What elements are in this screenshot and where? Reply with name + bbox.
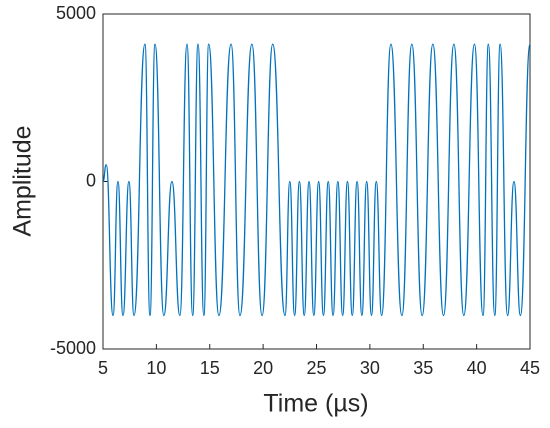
x-tick-label: 20 xyxy=(253,358,273,378)
y-axis-label: Amplitude xyxy=(9,125,37,236)
y-tick-label: 5000 xyxy=(56,3,96,23)
y-tick-label: -5000 xyxy=(50,338,96,358)
x-tick-label: 45 xyxy=(520,358,540,378)
x-tick-label: 40 xyxy=(467,358,487,378)
line-series xyxy=(102,43,531,317)
x-tick-label: 35 xyxy=(413,358,433,378)
x-tick-label: 5 xyxy=(98,358,108,378)
x-axis-label: Time (µs) xyxy=(263,390,368,418)
x-tick-label: 10 xyxy=(146,358,166,378)
x-tick-label: 25 xyxy=(306,358,326,378)
y-tick-label: 0 xyxy=(86,170,96,190)
x-tick-label: 30 xyxy=(360,358,380,378)
x-tick-label: 15 xyxy=(200,358,220,378)
